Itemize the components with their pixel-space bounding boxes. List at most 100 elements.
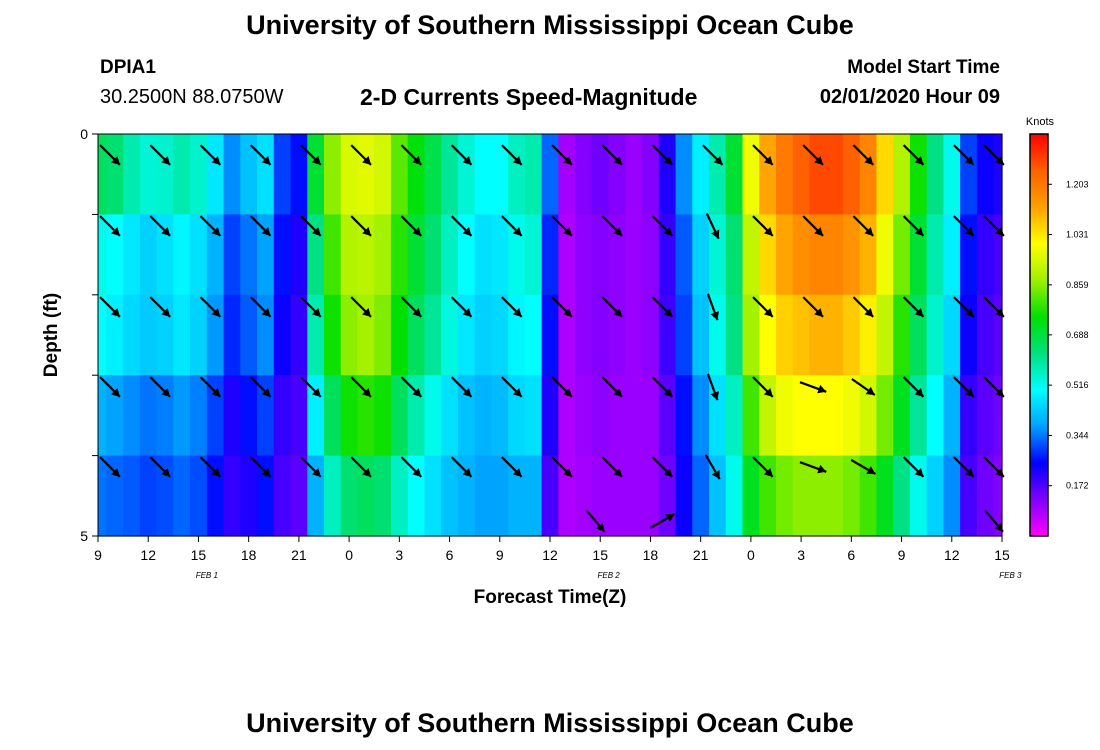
- current-arrow: [706, 293, 719, 321]
- heatmap-cell: [173, 134, 191, 215]
- heatmap-cell: [809, 375, 827, 457]
- heatmap-cell: [893, 455, 911, 537]
- heatmap-cell: [139, 375, 158, 457]
- heatmap-cell: [491, 375, 509, 457]
- y-axis-label: Depth (ft): [41, 293, 62, 377]
- x-tick-label: 21: [693, 547, 709, 563]
- current-arrow: [501, 376, 523, 398]
- heatmap-cell: [457, 134, 476, 215]
- current-arrow: [300, 376, 322, 398]
- heatmap-cell: [491, 134, 509, 215]
- heatmap-cell: [307, 134, 325, 215]
- heatmap-cell: [390, 214, 409, 296]
- current-arrow: [199, 215, 222, 237]
- heatmap-cell: [190, 214, 208, 296]
- heatmap-cell: [826, 375, 844, 457]
- current-arrow: [651, 376, 674, 398]
- heatmap-cell: [608, 134, 626, 215]
- current-arrow: [249, 456, 272, 478]
- heatmap-cell: [759, 455, 777, 537]
- heatmap-cell: [859, 134, 878, 215]
- heatmap-cell: [491, 294, 509, 376]
- heatmap-cell: [776, 455, 794, 537]
- heatmap-cell: [876, 294, 894, 376]
- heatmap-cell: [374, 455, 392, 537]
- current-arrow: [300, 296, 322, 318]
- heatmap-cell: [240, 214, 258, 296]
- current-arrow: [752, 296, 774, 318]
- heatmap-cell: [290, 455, 308, 537]
- heatmap-cell: [424, 134, 442, 215]
- heatmap-cell: [340, 134, 359, 215]
- current-arrow: [651, 215, 674, 237]
- heatmap-cell: [826, 455, 844, 537]
- current-arrow: [199, 296, 222, 318]
- heatmap-cell: [658, 214, 677, 296]
- heatmap-cell: [893, 294, 911, 376]
- heatmap-cell: [240, 375, 258, 457]
- heatmap-cell: [826, 134, 844, 215]
- x-tick-label: 0: [747, 547, 755, 563]
- colorbar-label: Knots: [1026, 116, 1055, 128]
- heatmap-cell: [190, 134, 208, 215]
- heatmap-cell: [98, 294, 107, 376]
- heatmap-cell: [223, 375, 241, 457]
- heatmap-cell: [876, 375, 894, 457]
- current-arrow: [953, 215, 975, 237]
- heatmap-cell: [809, 214, 827, 296]
- heatmap-cell: [240, 294, 258, 376]
- current-arrow: [953, 296, 975, 318]
- heatmap-cell: [139, 294, 158, 376]
- current-arrow: [99, 456, 121, 478]
- heatmap-cell: [340, 214, 359, 296]
- current-arrow: [300, 144, 322, 166]
- heatmap-cell: [273, 294, 292, 376]
- heatmap-cell: [106, 455, 124, 537]
- current-arrow: [400, 215, 423, 237]
- heatmap-cell: [842, 134, 861, 215]
- current-arrow: [953, 144, 975, 166]
- heatmap-cell: [842, 214, 861, 296]
- heatmap-cell: [926, 455, 945, 537]
- heatmap-cell: [575, 294, 593, 376]
- heatmap-cell: [692, 214, 710, 296]
- current-arrow: [752, 215, 774, 237]
- heatmap-cell: [558, 214, 576, 296]
- heatmap-cell: [541, 375, 559, 457]
- heatmap-cell: [709, 134, 727, 215]
- heatmap-cell: [792, 134, 811, 215]
- heatmap-cell: [106, 214, 124, 296]
- heatmap-cell: [441, 214, 459, 296]
- heatmap-cell: [792, 455, 811, 537]
- current-arrow: [651, 296, 674, 318]
- heatmap-cell: [524, 294, 543, 376]
- current-arrow: [851, 378, 876, 396]
- heatmap-cell: [842, 375, 861, 457]
- current-arrow: [953, 456, 975, 478]
- heatmap-cell: [491, 214, 509, 296]
- current-arrow: [350, 215, 372, 237]
- heatmap-cell: [324, 294, 342, 376]
- heatmap-cell: [926, 214, 945, 296]
- heatmap-cell: [976, 294, 995, 376]
- heatmap-cell: [541, 214, 559, 296]
- current-arrow: [802, 215, 824, 237]
- heatmap-cell: [943, 134, 961, 215]
- heatmap-cell: [809, 455, 827, 537]
- current-arrow: [902, 296, 925, 318]
- current-arrow: [601, 376, 623, 398]
- current-arrow: [149, 376, 171, 398]
- current-arrow: [501, 144, 523, 166]
- colorbar: [1029, 133, 1049, 537]
- heatmap-cell: [324, 455, 342, 537]
- current-arrow: [902, 376, 925, 398]
- heatmap-cell: [273, 455, 292, 537]
- heatmap-cell: [909, 455, 928, 537]
- current-arrow: [199, 376, 222, 398]
- heatmap-cell: [993, 294, 1003, 376]
- heatmap-cell: [675, 134, 693, 215]
- current-arrow: [99, 215, 121, 237]
- heatmap-cell: [257, 214, 275, 296]
- heatmap-cell: [206, 455, 225, 537]
- heatmap-cell: [993, 375, 1003, 457]
